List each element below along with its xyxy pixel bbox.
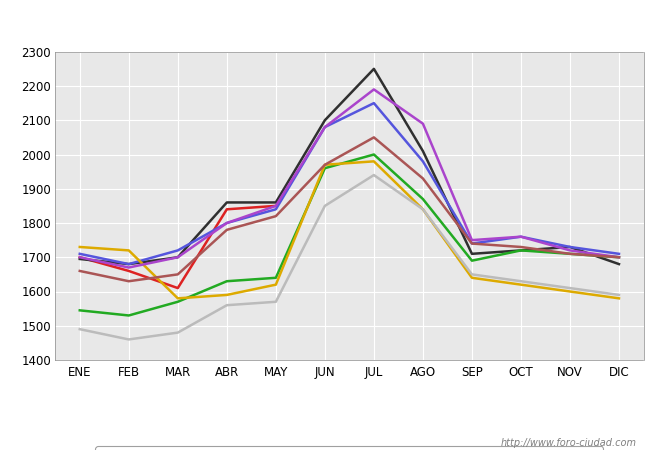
Legend: 2024, 2023, 2022, 2021, 2020, 2019, 2018, 2017: 2024, 2023, 2022, 2021, 2020, 2019, 2018… [96,446,603,450]
Text: http://www.foro-ciudad.com: http://www.foro-ciudad.com [501,438,637,448]
Text: Afiliados en Santa Cristina d'Aro a 31/5/2024: Afiliados en Santa Cristina d'Aro a 31/5… [139,14,511,33]
